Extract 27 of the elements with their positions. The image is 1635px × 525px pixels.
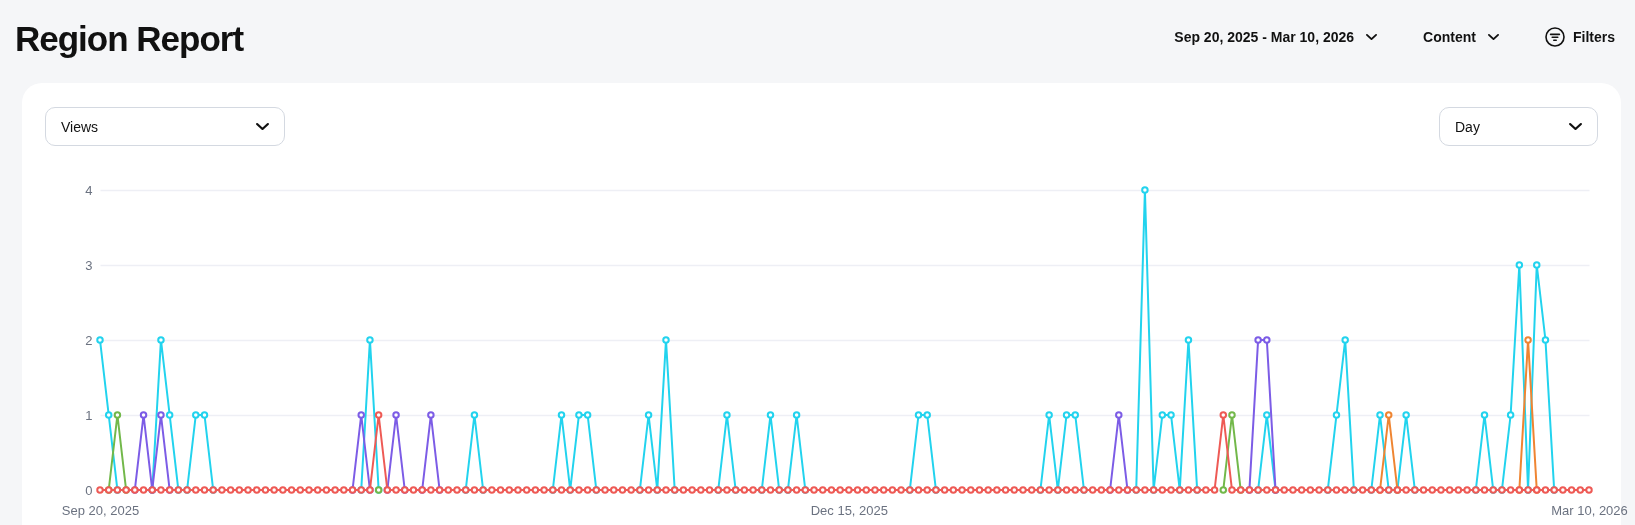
chart-title: Region Report xyxy=(15,19,244,58)
x-tick-label: Mar 10, 2026 xyxy=(1551,502,1628,518)
point xyxy=(1219,486,1228,494)
y-tick-label: 4 xyxy=(85,182,93,198)
y-tick-label: 0 xyxy=(85,482,93,498)
point xyxy=(157,411,165,419)
text: Filters xyxy=(1572,29,1615,45)
point xyxy=(1524,336,1532,344)
dropdown-field: Views xyxy=(45,107,285,146)
point xyxy=(427,411,435,419)
point xyxy=(1228,411,1236,419)
text: Content xyxy=(1423,29,1476,45)
y-tick-label: 3 xyxy=(85,257,93,273)
y-tick-label: 2 xyxy=(85,332,93,348)
x-tick-label: Dec 15, 2025 xyxy=(810,502,889,518)
point xyxy=(1384,411,1393,419)
text: Sep 20, 2025 - Mar 10, 2026 xyxy=(1174,29,1355,45)
y-tick-label: 1 xyxy=(85,407,93,423)
point xyxy=(1254,336,1262,344)
point xyxy=(1263,336,1271,344)
point xyxy=(1115,411,1123,419)
point xyxy=(113,411,122,419)
point xyxy=(357,411,365,419)
dropdown-field: Day xyxy=(1439,107,1598,146)
point xyxy=(139,411,148,419)
x-tick-label: Sep 20, 2025 xyxy=(61,502,140,518)
point xyxy=(392,411,400,419)
